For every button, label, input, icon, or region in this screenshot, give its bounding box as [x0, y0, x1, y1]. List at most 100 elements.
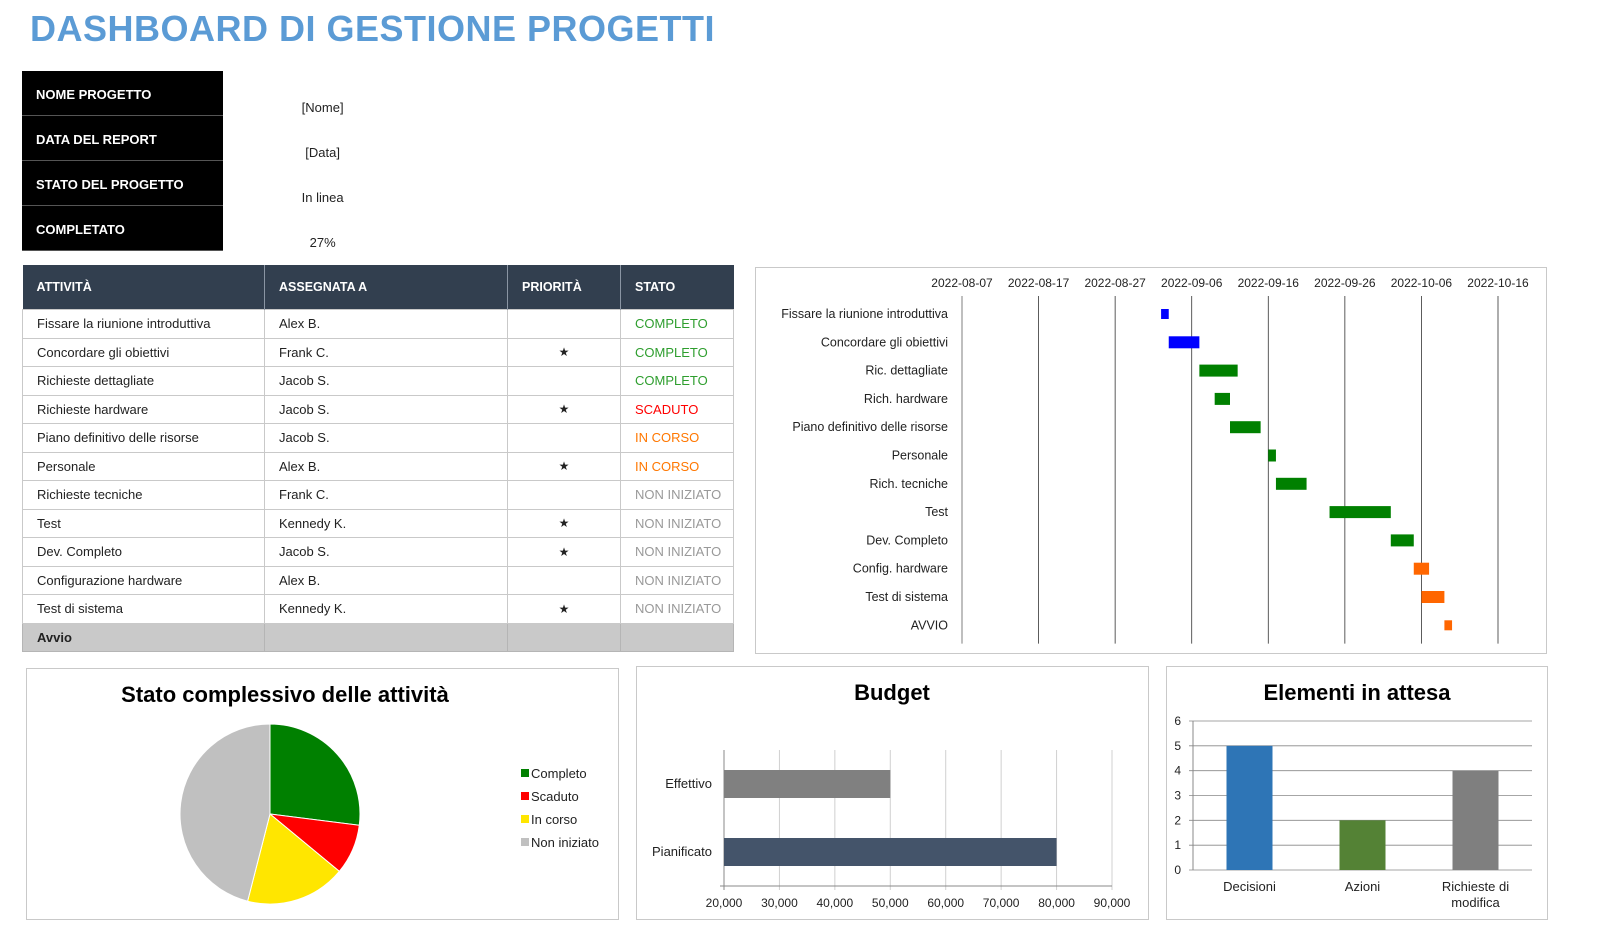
- gantt-bar: [1199, 364, 1238, 377]
- table-row[interactable]: Richieste hardware Jacob S. ★ SCADUTO: [22, 394, 734, 424]
- info-label: COMPLETATO: [22, 206, 224, 251]
- column-header-activity[interactable]: ATTIVITÀ: [22, 265, 265, 310]
- assignee-cell[interactable]: Alex B.: [264, 565, 508, 595]
- table-row[interactable]: Concordare gli obiettivi Frank C. ★ COMPLET…: [22, 337, 734, 367]
- pending-y-tick-label: 4: [1174, 764, 1181, 778]
- assignee-cell[interactable]: Kennedy K.: [264, 594, 508, 624]
- table-row[interactable]: Fissare la riunione introduttiva Alex B. C…: [22, 309, 734, 339]
- priority-cell[interactable]: [507, 565, 621, 595]
- task-cell[interactable]: Test: [22, 508, 265, 538]
- status-cell[interactable]: IN CORSO: [620, 423, 734, 453]
- assignee-cell[interactable]: Alex B.: [264, 309, 508, 339]
- gantt-bar: [1413, 562, 1430, 575]
- legend-label: Scaduto: [531, 789, 579, 804]
- assignee-cell[interactable]: Jacob S.: [264, 537, 508, 567]
- footer-cell[interactable]: [620, 622, 734, 652]
- assignee-cell[interactable]: Jacob S.: [264, 423, 508, 453]
- legend-label: Non iniziato: [531, 835, 599, 850]
- status-cell[interactable]: COMPLETO: [620, 366, 734, 396]
- gantt-x-tick-label: 2022-08-27: [1084, 276, 1146, 290]
- task-cell[interactable]: Dev. Completo: [22, 537, 265, 567]
- priority-cell[interactable]: ★: [507, 594, 621, 624]
- table-row[interactable]: Configurazione hardware Alex B. NON INIZIA…: [22, 565, 734, 595]
- priority-cell[interactable]: ★: [507, 337, 621, 367]
- task-cell[interactable]: Test di sistema: [22, 594, 265, 624]
- pie-slice: [247, 813, 341, 905]
- budget-bar: [724, 770, 891, 798]
- task-cell[interactable]: Richieste tecniche: [22, 480, 265, 510]
- column-header-assignee[interactable]: ASSEGNATA A: [264, 265, 508, 310]
- status-cell[interactable]: IN CORSO: [620, 451, 734, 481]
- status-cell[interactable]: COMPLETO: [620, 337, 734, 367]
- table-row[interactable]: Dev. Completo Jacob S. ★ NON INIZIATO: [22, 537, 734, 567]
- table-footer-row[interactable]: Avvio: [22, 622, 734, 652]
- footer-cell[interactable]: [264, 622, 508, 652]
- info-value[interactable]: [Nome]: [301, 100, 344, 115]
- budget-bar: [724, 838, 1057, 866]
- assignee-cell[interactable]: Frank C.: [264, 480, 508, 510]
- status-cell[interactable]: NON INIZIATO: [620, 594, 734, 624]
- table-row[interactable]: Personale Alex B. ★ IN CORSO: [22, 451, 734, 481]
- task-cell[interactable]: Concordare gli obiettivi: [22, 337, 265, 367]
- footer-cell[interactable]: [507, 622, 621, 652]
- priority-cell[interactable]: [507, 423, 621, 453]
- assignee-cell[interactable]: Alex B.: [264, 451, 508, 481]
- pending-items-chart: Elementi in attesa 0 1 2 3 4 5 6 Decisioni Azioni…: [1166, 666, 1548, 920]
- task-cell[interactable]: Richieste hardware: [22, 394, 265, 424]
- assignee-cell[interactable]: Jacob S.: [264, 366, 508, 396]
- priority-cell[interactable]: [507, 366, 621, 396]
- gantt-bar: [1214, 392, 1230, 405]
- task-cell[interactable]: Fissare la riunione introduttiva: [22, 309, 265, 339]
- info-value[interactable]: [Data]: [305, 145, 340, 160]
- table-row[interactable]: Test Kennedy K. ★ NON INIZIATO: [22, 508, 734, 538]
- pending-category-label: Decisioni: [1223, 879, 1276, 894]
- priority-cell[interactable]: [507, 309, 621, 339]
- status-cell[interactable]: COMPLETO: [620, 309, 734, 339]
- status-cell[interactable]: NON INIZIATO: [620, 565, 734, 595]
- budget-category-label: Effettivo: [665, 776, 712, 791]
- gantt-bar: [1390, 534, 1414, 547]
- priority-cell[interactable]: ★: [507, 451, 621, 481]
- priority-cell[interactable]: ★: [507, 394, 621, 424]
- status-cell[interactable]: NON INIZIATO: [620, 480, 734, 510]
- table-row[interactable]: Richieste tecniche Frank C. NON INIZIATO: [22, 480, 734, 510]
- pending-y-tick-label: 6: [1174, 714, 1181, 728]
- task-cell[interactable]: Configurazione hardware: [22, 565, 265, 595]
- info-value[interactable]: In linea: [301, 190, 344, 205]
- gantt-task-label: Personale: [892, 449, 948, 463]
- budget-x-tick-label: 50,000: [872, 896, 909, 910]
- budget-chart: Budget 20,000 30,000 40,000 50,000 60,000 70,0…: [636, 666, 1149, 920]
- table-row[interactable]: Piano definitivo delle risorse Jacob S. IN…: [22, 423, 734, 453]
- priority-cell[interactable]: ★: [507, 537, 621, 567]
- legend-label: Completo: [531, 766, 587, 781]
- status-cell[interactable]: SCADUTO: [620, 394, 734, 424]
- table-row[interactable]: Test di sistema Kennedy K. ★ NON INIZIATO: [22, 594, 734, 624]
- task-cell[interactable]: Piano definitivo delle risorse: [22, 423, 265, 453]
- task-cell[interactable]: Personale: [22, 451, 265, 481]
- pie-slice: [269, 723, 361, 826]
- gantt-x-tick-label: 2022-10-16: [1467, 276, 1529, 290]
- gantt-bar: [1168, 336, 1200, 349]
- column-header-status[interactable]: STATO: [620, 265, 734, 310]
- assignee-cell[interactable]: Kennedy K.: [264, 508, 508, 538]
- budget-chart-title: Budget: [854, 680, 930, 705]
- assignee-cell[interactable]: Frank C.: [264, 337, 508, 367]
- column-header-priority[interactable]: PRIORITÀ: [507, 265, 621, 310]
- info-value[interactable]: 27%: [309, 235, 336, 250]
- pending-y-tick-label: 2: [1174, 813, 1181, 827]
- task-cell[interactable]: Richieste dettagliate: [22, 366, 265, 396]
- pie-chart-svg: Stato complessivo delle attività Completo…: [121, 682, 599, 905]
- priority-cell[interactable]: ★: [507, 508, 621, 538]
- page-title: DASHBOARD DI GESTIONE PROGETTI: [30, 8, 716, 49]
- table-row[interactable]: Richieste dettagliate Jacob S. COMPLETO: [22, 366, 734, 396]
- gantt-chart: 2022-08-07 2022-08-17 2022-08-27 2022-09-06…: [755, 267, 1547, 654]
- legend-swatch: [521, 815, 529, 823]
- status-cell[interactable]: NON INIZIATO: [620, 508, 734, 538]
- priority-cell[interactable]: [507, 480, 621, 510]
- status-cell[interactable]: NON INIZIATO: [620, 537, 734, 567]
- budget-x-tick-label: 70,000: [983, 896, 1020, 910]
- assignee-cell[interactable]: Jacob S.: [264, 394, 508, 424]
- pending-chart-title: Elementi in attesa: [1263, 680, 1451, 705]
- footer-label[interactable]: Avvio: [22, 622, 265, 652]
- pending-y-tick-label: 5: [1174, 739, 1181, 753]
